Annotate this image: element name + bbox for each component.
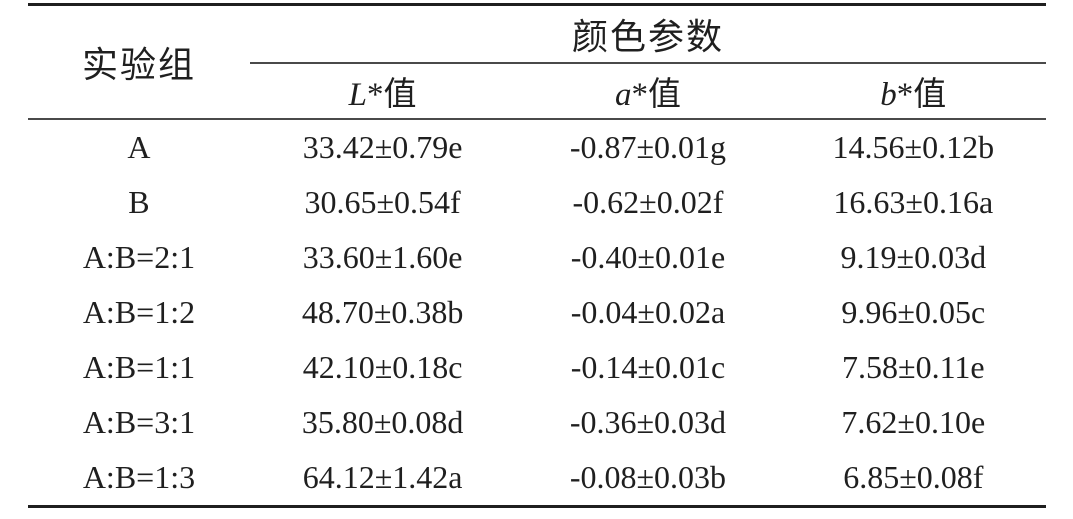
- cell-a-value: -0.08±0.03b: [569, 459, 727, 495]
- table-row: A 33.42±0.79e -0.87±0.01g 14.56±0.12b: [28, 119, 1046, 175]
- header-experiment-group: 实验组: [28, 4, 250, 120]
- cell-a-value: -0.04±0.02a: [570, 294, 726, 330]
- cell-l-value: 35.80±0.08d: [301, 404, 464, 440]
- l-suffix: *值: [367, 77, 417, 113]
- header-b-value: b*值: [780, 63, 1046, 120]
- cell-l-value: 33.42±0.79e: [302, 129, 463, 165]
- color-parameters-table-wrapper: 实验组 颜色参数 L*值 a*值 b*值 A 33.42±0.79e -0.87…: [28, 3, 1046, 508]
- header-row-sub: L*值 a*值 b*值: [28, 63, 1046, 120]
- b-letter: b: [880, 77, 897, 113]
- cell-l-value: 64.12±1.42a: [302, 459, 463, 495]
- cell-b-value: 6.85±0.08f: [843, 459, 984, 495]
- cell-group: B: [128, 184, 150, 220]
- header-l-value: L*值: [249, 63, 516, 120]
- cell-group: A:B=2:1: [82, 239, 196, 275]
- cell-a-value: -0.87±0.01g: [569, 129, 727, 165]
- cell-a-value: -0.62±0.02f: [572, 184, 724, 220]
- table-row: A:B=1:2 48.70±0.38b -0.04±0.02a 9.96±0.0…: [28, 285, 1046, 340]
- cell-b-value: 9.96±0.05c: [841, 294, 986, 330]
- cell-b-value: 7.58±0.11e: [842, 349, 985, 385]
- cell-group: A: [127, 129, 151, 165]
- cell-a-value: -0.14±0.01c: [570, 349, 726, 385]
- cell-group: A:B=1:1: [82, 349, 196, 385]
- b-suffix: *值: [896, 77, 947, 113]
- cell-l-value: 48.70±0.38b: [301, 294, 464, 330]
- table-row: B 30.65±0.54f -0.62±0.02f 16.63±0.16a: [28, 175, 1046, 230]
- header-color-parameters: 颜色参数: [249, 4, 1046, 64]
- cell-b-value: 9.19±0.03d: [840, 239, 987, 275]
- table-row: A:B=1:3 64.12±1.42a -0.08±0.03b 6.85±0.0…: [28, 450, 1046, 507]
- cell-a-value: -0.36±0.03d: [569, 404, 727, 440]
- cell-b-value: 7.62±0.10e: [841, 404, 986, 440]
- header-row-top: 实验组 颜色参数: [28, 4, 1046, 120]
- cell-l-value: 30.65±0.54f: [304, 184, 461, 220]
- cell-group: A:B=1:2: [82, 294, 196, 330]
- header-a-value: a*值: [515, 63, 781, 120]
- cell-l-value: 33.60±1.60e: [302, 239, 463, 275]
- table-row: A:B=2:1 33.60±1.60e -0.40±0.01e 9.19±0.0…: [28, 230, 1046, 285]
- cell-group: A:B=3:1: [82, 404, 196, 440]
- cell-a-value: -0.40±0.01e: [570, 239, 726, 275]
- table-row: A:B=1:1 42.10±0.18c -0.14±0.01c 7.58±0.1…: [28, 340, 1046, 395]
- cell-group: A:B=1:3: [82, 459, 196, 495]
- a-letter: a: [614, 77, 632, 113]
- l-letter: L: [348, 77, 368, 113]
- table-row: A:B=3:1 35.80±0.08d -0.36±0.03d 7.62±0.1…: [28, 395, 1046, 450]
- cell-b-value: 16.63±0.16a: [833, 184, 994, 220]
- a-suffix: *值: [631, 77, 681, 113]
- cell-l-value: 42.10±0.18c: [302, 349, 463, 385]
- cell-b-value: 14.56±0.12b: [832, 129, 995, 165]
- color-parameters-table: 实验组 颜色参数 L*值 a*值 b*值 A 33.42±0.79e -0.87…: [28, 3, 1046, 508]
